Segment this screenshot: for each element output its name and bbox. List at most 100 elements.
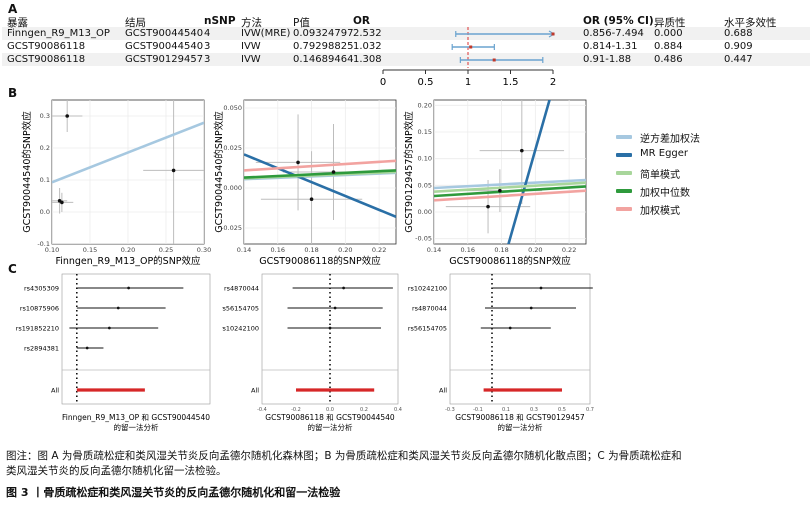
table-cell-outcome: GCST90044540 [125, 41, 204, 52]
loo-snp-label: rs10875906 [20, 305, 59, 313]
table-header-method: 方法 [241, 17, 262, 29]
table-cell-outcome: GCST90044540 [125, 28, 204, 39]
x-tick-label: 0.18 [494, 246, 508, 254]
x-tick-label: -0.1 [473, 407, 483, 413]
table-cell-or: 1.308 [353, 54, 382, 65]
table-row-stripe [2, 53, 810, 66]
x-tick-label: 0.15 [83, 246, 97, 254]
scatter-plot-2: 0.14 0.16 0.18 0.20 0.22 -0.025 0.000 0.025 0.05… [213, 99, 397, 267]
scatter-plot-1: 0.10 0.15 0.20 0.25 0.30 -0.1 0.0 0.1 0.2 0.3 Finn… [21, 99, 211, 267]
panel-label-a: A [8, 2, 18, 16]
legend-label: MR Egger [640, 148, 689, 159]
x-axis-label: Finngen_R9_M13_OP的SNP效应 [55, 255, 201, 267]
mr-line [434, 181, 586, 194]
x-tick-label: 0.20 [338, 246, 352, 254]
table-header-nsnp: nSNP [204, 15, 236, 27]
loo-point [328, 326, 332, 330]
forest-tick-label: 2 [550, 77, 556, 88]
legend-label: 简单模式 [640, 170, 680, 181]
table-cell-method: IVW [241, 54, 261, 65]
legend-swatch [616, 135, 632, 139]
table-cell-outcome: GCST90129457 [125, 54, 204, 65]
y-axis-label: GCST90129457的SNP效应 [403, 111, 415, 233]
x-axis-label: GCST90086118的SNP效应 [449, 255, 571, 267]
table-cell-nsnp: 3 [204, 54, 211, 65]
plot-frame [449, 273, 591, 405]
table-header-or_ci: OR (95% CI) [583, 15, 654, 27]
loo-point [107, 326, 111, 330]
y-tick-label: 0.025 [223, 144, 242, 152]
loo-all-label: All [51, 387, 59, 395]
loo-point [529, 306, 533, 310]
table-cell-or: 2.532 [353, 28, 382, 39]
x-tick-label: -0.2 [291, 407, 301, 413]
table-header-outcome: 结局 [125, 17, 146, 29]
panel-label-b: B [8, 86, 18, 100]
y-tick-label: 0.10 [418, 155, 432, 163]
forest-tick-label: 0 [380, 77, 386, 88]
y-tick-label: 0.000 [223, 184, 242, 192]
table-cell-exposure: Finngen_R9_M13_OP [7, 28, 110, 39]
x-tick-label: 0.20 [121, 246, 135, 254]
y-tick-label: 0.05 [418, 181, 432, 189]
figure-title: 图 3 丨骨质疏松症和类风湿关节炎的反向孟德尔随机化和留一法检验 [6, 486, 341, 499]
table-cell-heterogeneity: 0.486 [654, 54, 683, 65]
table-header-pval: P值 [293, 17, 310, 29]
snp-point [331, 170, 336, 174]
loo-point [333, 306, 337, 310]
loo-snp-label: rs4870044 [412, 305, 447, 313]
table-cell-pleiotropy: 0.909 [724, 41, 753, 52]
snp-point [60, 200, 64, 205]
x-axis-label: GCST90086118的SNP效应 [259, 255, 381, 267]
table-cell-exposure: GCST90086118 [7, 54, 86, 65]
scatter-plot-3: 0.14 0.16 0.18 0.20 0.22 -0.05 0.00 0.05 0.10 0.1… [403, 99, 587, 267]
table-cell-pleiotropy: 0.447 [724, 54, 753, 65]
table-cell-nsnp: 4 [204, 28, 211, 39]
forest-tick-label: 0.5 [418, 77, 434, 88]
table-header-or: OR [353, 15, 371, 27]
loo-point [539, 286, 543, 290]
forest-point [492, 58, 496, 62]
x-axis-label: GCST90086118 和 GCST90044540 [265, 413, 395, 422]
forest-point [551, 32, 555, 36]
loo-point [342, 286, 345, 290]
x-axis-label: Finngen_R9_M13_OP 和 GCST90044540 [62, 413, 210, 422]
mr-line [507, 100, 551, 244]
loo-point [85, 346, 89, 350]
leave-one-out-plot-3: rs10242100 rs4870044 rs56154705 All -0.3 -0.1… [408, 273, 594, 432]
legend-label: 加权模式 [640, 206, 680, 217]
forest-tick-label: 1.5 [503, 77, 519, 88]
mr-line [244, 169, 396, 179]
table-header-pleiotropy: 水平多效性 [724, 17, 777, 29]
table-cell-or_ci: 0.814-1.31 [583, 41, 638, 52]
x-tick-label: -0.4 [257, 407, 267, 413]
table-header-exposure: 暴露 [7, 17, 28, 29]
legend-item: 加权中位数 [616, 184, 736, 199]
y-tick-label: 0.20 [418, 101, 432, 109]
table-cell-pval: 0.79298825 [293, 41, 354, 52]
y-tick-label: -0.1 [37, 240, 50, 248]
loo-snp-label: rs2894381 [24, 345, 59, 353]
table-cell-nsnp: 3 [204, 41, 211, 52]
legend-item: 加权模式 [616, 202, 736, 217]
legend-swatch [616, 189, 632, 193]
legend-swatch [616, 171, 632, 175]
y-tick-label: 0.00 [418, 208, 432, 216]
leave-one-out-plot-2: rs4870044 rs56154705 rs10242100 All -0.4 -0.2… [222, 273, 402, 432]
table-cell-method: IVW(MRE) [241, 28, 291, 39]
x-axis-label: 的留一法分析 [498, 422, 543, 432]
table-cell-method: IVW [241, 41, 261, 52]
x-tick-label: 0.4 [394, 407, 402, 413]
loo-snp-label: rs56154705 [222, 305, 259, 313]
table-header-heterogeneity: 异质性 [654, 17, 686, 29]
loo-snp-label: rs4305309 [24, 285, 59, 293]
x-tick-label: 0.14 [237, 246, 251, 254]
x-tick-label: 0.22 [372, 246, 386, 254]
snp-point [65, 114, 69, 118]
x-tick-label: 0.3 [530, 407, 538, 413]
y-tick-label: 0.15 [418, 128, 432, 136]
mr-line [52, 121, 204, 184]
x-tick-label: -0.3 [445, 407, 455, 413]
loo-point [116, 306, 120, 310]
x-tick-label: 0.5 [558, 407, 566, 413]
